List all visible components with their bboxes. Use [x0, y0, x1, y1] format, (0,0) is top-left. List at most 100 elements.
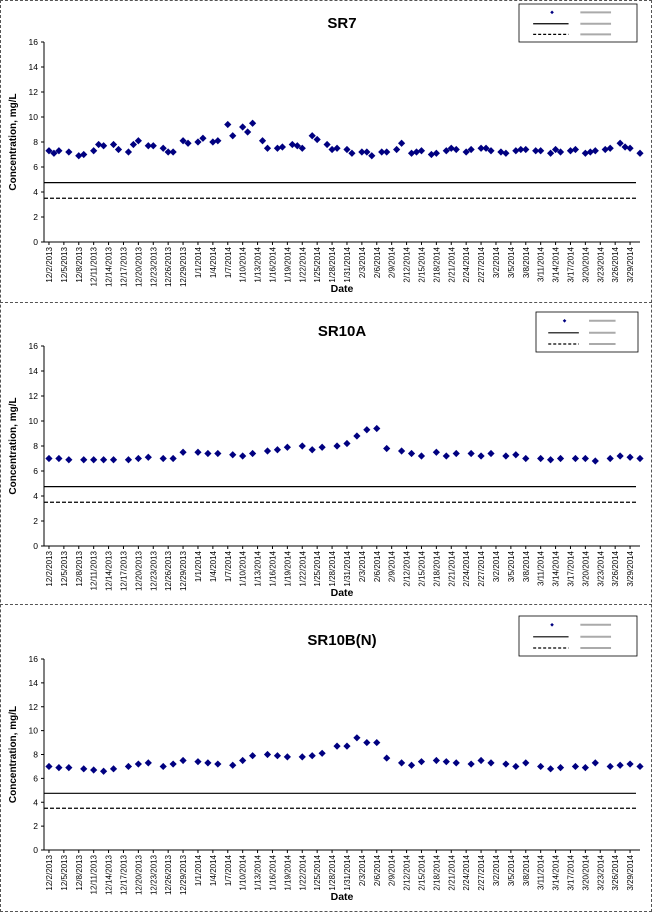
x-tick-label: 3/8/2014	[522, 854, 531, 886]
x-tick-label: 12/26/2013	[164, 246, 173, 287]
data-point	[80, 456, 88, 464]
data-point	[442, 758, 450, 766]
data-point	[229, 132, 237, 140]
data-point	[239, 452, 247, 460]
data-point	[482, 144, 490, 152]
data-point	[547, 149, 555, 157]
data-point	[591, 759, 599, 767]
x-tick-label: 3/26/2014	[611, 246, 620, 282]
data-point	[467, 760, 475, 768]
x-tick-label: 12/29/2013	[179, 854, 188, 895]
x-tick-label: 3/11/2014	[537, 550, 546, 586]
panel-divider	[0, 604, 652, 605]
y-tick-label: 6	[33, 773, 38, 783]
data-point	[586, 148, 594, 156]
data-point	[621, 143, 629, 151]
x-axis-label: Date	[331, 283, 354, 295]
x-tick-label: 1/13/2014	[254, 854, 263, 890]
x-tick-label: 3/23/2014	[596, 854, 605, 890]
data-point	[363, 738, 371, 747]
y-tick-label: 0	[33, 237, 38, 247]
data-point	[159, 762, 167, 771]
data-point	[487, 449, 495, 458]
data-point	[373, 424, 381, 433]
data-point	[80, 765, 88, 773]
data-point	[298, 144, 306, 152]
data-point	[159, 454, 167, 463]
data-point	[298, 442, 306, 450]
y-tick-label: 16	[29, 341, 39, 351]
x-tick-label: 12/23/2013	[149, 550, 158, 591]
x-tick-label: 1/7/2014	[224, 246, 233, 278]
x-tick-label: 3/20/2014	[581, 854, 590, 890]
x-tick-label: 1/19/2014	[283, 854, 292, 890]
x-tick-label: 1/7/2014	[224, 550, 233, 582]
x-tick-label: 1/13/2014	[254, 550, 263, 586]
data-point	[323, 140, 331, 149]
y-tick-label: 14	[29, 366, 39, 376]
data-point	[144, 453, 152, 461]
x-tick-label: 12/20/2013	[134, 246, 143, 287]
data-point	[487, 759, 495, 767]
x-tick-label: 1/10/2014	[239, 550, 248, 586]
data-point	[636, 454, 644, 463]
data-point	[199, 134, 207, 142]
x-tick-label: 1/28/2014	[328, 550, 337, 586]
legend-box	[535, 311, 639, 353]
data-point	[398, 139, 406, 147]
data-point	[606, 762, 614, 771]
chart-title: SR10B(N)	[307, 632, 376, 649]
data-point	[249, 449, 257, 458]
data-point	[417, 452, 426, 460]
x-tick-label: 12/29/2013	[179, 550, 188, 591]
data-point	[343, 145, 351, 154]
x-tick-label: 12/23/2013	[149, 854, 158, 895]
data-point	[159, 144, 167, 152]
y-tick-label: 4	[33, 187, 38, 197]
x-tick-label: 12/14/2013	[105, 550, 114, 591]
x-tick-label: 2/12/2014	[403, 246, 412, 282]
data-point	[462, 148, 470, 156]
x-tick-label: 1/31/2014	[343, 550, 352, 586]
y-tick-label: 10	[29, 726, 39, 736]
x-tick-label: 3/5/2014	[507, 854, 516, 886]
data-point	[144, 142, 152, 150]
x-tick-label: 12/26/2013	[164, 550, 173, 591]
data-point	[343, 742, 351, 750]
data-point	[477, 756, 485, 765]
x-tick-label: 12/29/2013	[179, 246, 188, 287]
data-point	[95, 140, 103, 149]
data-point	[636, 762, 644, 771]
chart-sr10b-n: SR10B(N) 0 2 4 6 8 10 12 14 16 12/2/2013 12/5/2013 1…	[8, 615, 644, 903]
x-tick-label: 2/9/2014	[388, 550, 397, 582]
y-tick-label: 14	[29, 678, 39, 688]
data-point	[626, 760, 634, 768]
data-point	[452, 759, 460, 767]
x-tick-label: 1/1/2014	[194, 854, 203, 886]
y-tick-label: 16	[29, 654, 39, 664]
data-point	[373, 738, 381, 747]
data-point	[65, 764, 73, 772]
y-tick-label: 2	[33, 821, 38, 831]
x-tick-label: 3/11/2014	[537, 246, 546, 282]
data-point	[45, 762, 53, 771]
data-point	[442, 147, 450, 155]
x-tick-label: 12/8/2013	[75, 246, 84, 282]
x-tick-label: 12/5/2013	[60, 550, 69, 586]
data-point	[313, 135, 321, 144]
data-point	[517, 145, 525, 154]
x-tick-label: 1/19/2014	[283, 550, 292, 586]
chart-sr7: SR7 0 2 4 6 8 10 12 14 16 12/2/2013 12/5/2013 12/8/2…	[8, 3, 644, 295]
x-tick-label: 2/6/2014	[373, 550, 382, 582]
data-point	[204, 759, 212, 767]
data-point	[467, 145, 475, 154]
x-tick-label: 2/12/2014	[403, 854, 412, 890]
data-point	[571, 762, 580, 771]
x-tick-label: 12/14/2013	[105, 246, 114, 287]
x-tick-label: 3/29/2014	[626, 854, 635, 890]
data-point	[412, 148, 421, 156]
data-point	[581, 764, 589, 772]
data-point	[407, 149, 416, 157]
data-point	[368, 152, 376, 160]
x-tick-label: 3/17/2014	[566, 246, 575, 282]
